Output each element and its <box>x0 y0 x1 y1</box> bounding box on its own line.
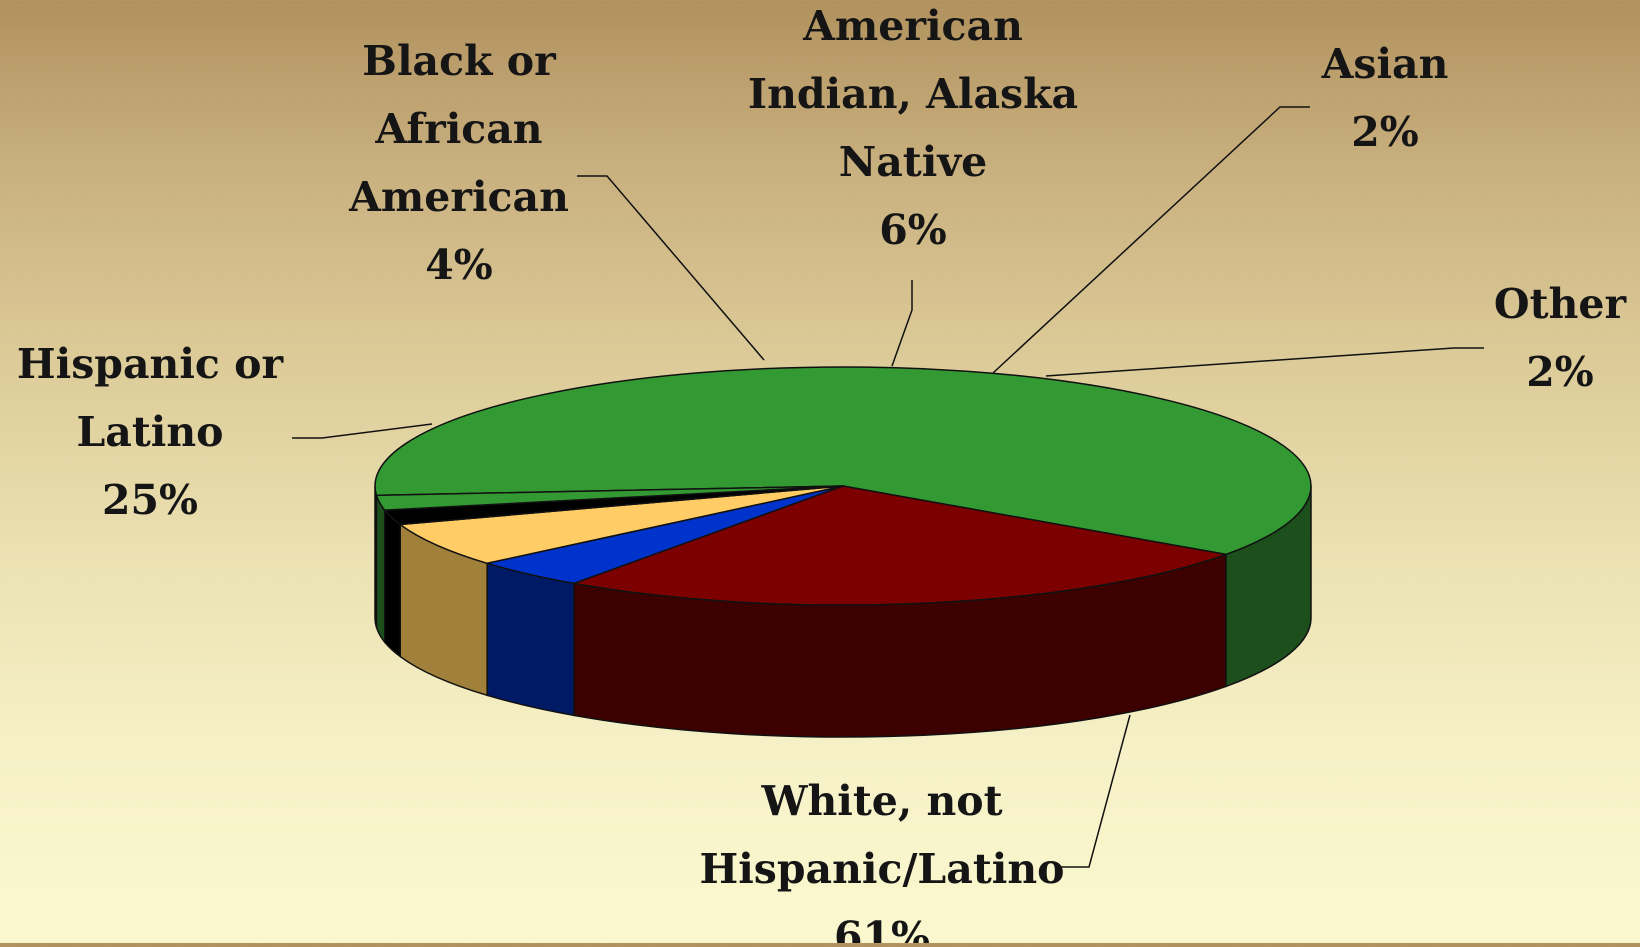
pie-slice-hispanic-or-latino <box>573 485 1227 606</box>
pie-sides <box>374 485 1312 738</box>
data-label-line: 4% <box>425 241 493 289</box>
pie-slice-other <box>375 485 844 511</box>
data-label-line: 2% <box>1351 108 1419 156</box>
data-label-line: 25% <box>102 476 198 524</box>
leader-line-white-not-hispanic-latino <box>1057 714 1131 868</box>
pie-side-other <box>375 495 386 645</box>
data-label-line: American <box>348 173 569 221</box>
data-label-other: Other 2% <box>1494 280 1628 396</box>
data-label-line: Native <box>839 138 987 186</box>
leader-lines <box>292 106 1484 868</box>
data-label-line: 61% <box>834 913 930 943</box>
data-label-white-not-hispanic-latino: White, not Hispanic/Latino 61% <box>699 777 1064 943</box>
data-label-black-or-african-american: Black or African American 4% <box>348 37 569 289</box>
pie-slice-american-indian-alaska-native <box>399 485 844 565</box>
leader-line-asian <box>992 106 1310 374</box>
data-label-hispanic-or-latino: Hispanic or Latino 25% <box>17 340 285 524</box>
data-label-line: White, not <box>760 777 1002 825</box>
leader-line-american-indian-alaska-native <box>891 280 913 367</box>
data-label-line: African <box>374 105 542 153</box>
data-label-line: Latino <box>76 408 223 456</box>
pie-top <box>374 366 1312 606</box>
data-label-american-indian-alaska-native: American Indian, Alaska Native 6% <box>748 2 1078 254</box>
data-label-line: Asian <box>1321 40 1449 88</box>
leader-line-other <box>1045 347 1484 377</box>
data-label-line: Other <box>1494 280 1628 328</box>
pie-slice-white-not-hispanic-latino <box>374 366 1312 556</box>
leader-line-black-or-african-american <box>577 175 765 361</box>
leader-line-hispanic-or-latino <box>292 423 433 439</box>
data-label-line: 2% <box>1526 348 1594 396</box>
pie-side-black-or-african-american <box>486 562 575 717</box>
pie-side-asian <box>383 508 401 659</box>
data-label-line: Black or <box>362 37 557 85</box>
data-label-line: 6% <box>879 206 947 254</box>
data-label-line: Hispanic/Latino <box>699 845 1064 893</box>
data-label-line: Hispanic or <box>17 340 285 388</box>
data-label-asian: Asian 2% <box>1321 40 1449 156</box>
data-label-line: American <box>802 2 1023 50</box>
data-label-line: Indian, Alaska <box>748 70 1078 118</box>
data-labels: White, not Hispanic/Latino 61% Hispanic or L… <box>17 2 1628 947</box>
